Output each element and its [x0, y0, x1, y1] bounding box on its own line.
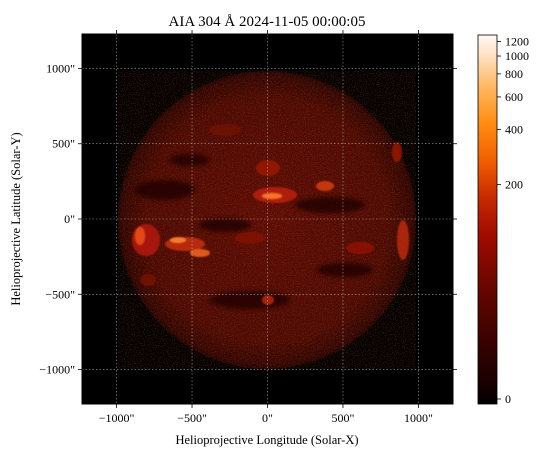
colorbar-tick-label: 0 [505, 392, 511, 406]
active-regions [132, 124, 409, 305]
x-axis-label: Helioprojective Longitude (Solar-X) [175, 433, 358, 447]
coordinate-grid [82, 34, 453, 404]
colorbar-tick-label: 800 [505, 67, 523, 81]
colorbar-tick-label: 400 [505, 122, 523, 136]
colorbar-tick-label: 600 [505, 90, 523, 104]
y-tick-label: 500" [52, 137, 75, 151]
y-tick-label: 1000" [46, 61, 75, 75]
chromospheric-network [118, 71, 416, 369]
x-tick-label: 1000" [404, 411, 433, 425]
y-tick-label: −1000" [39, 363, 75, 377]
x-tick-label: 0" [262, 411, 273, 425]
x-tick-label: −500" [177, 411, 207, 425]
y-axis: 1000" 500" 0" −500" −1000" [39, 61, 457, 377]
colorbar-tick-label: 1200 [505, 34, 529, 48]
colorbar-tick-label: 200 [505, 178, 523, 192]
y-tick-label: −500" [45, 287, 75, 301]
colorbar-gradient [477, 34, 498, 405]
colorbar-tick-label: 1000 [505, 49, 529, 63]
y-tick-label: 0" [64, 212, 75, 226]
chart-title: AIA 304 Å 2024-11-05 00:00:05 [169, 14, 366, 30]
x-axis: −1000" −500" 0" 500" 1000" [99, 30, 433, 425]
y-axis-label: Helioprojective Latitude (Solar-Y) [9, 132, 23, 305]
x-tick-label: 500" [332, 411, 355, 425]
x-tick-label: −1000" [99, 411, 135, 425]
